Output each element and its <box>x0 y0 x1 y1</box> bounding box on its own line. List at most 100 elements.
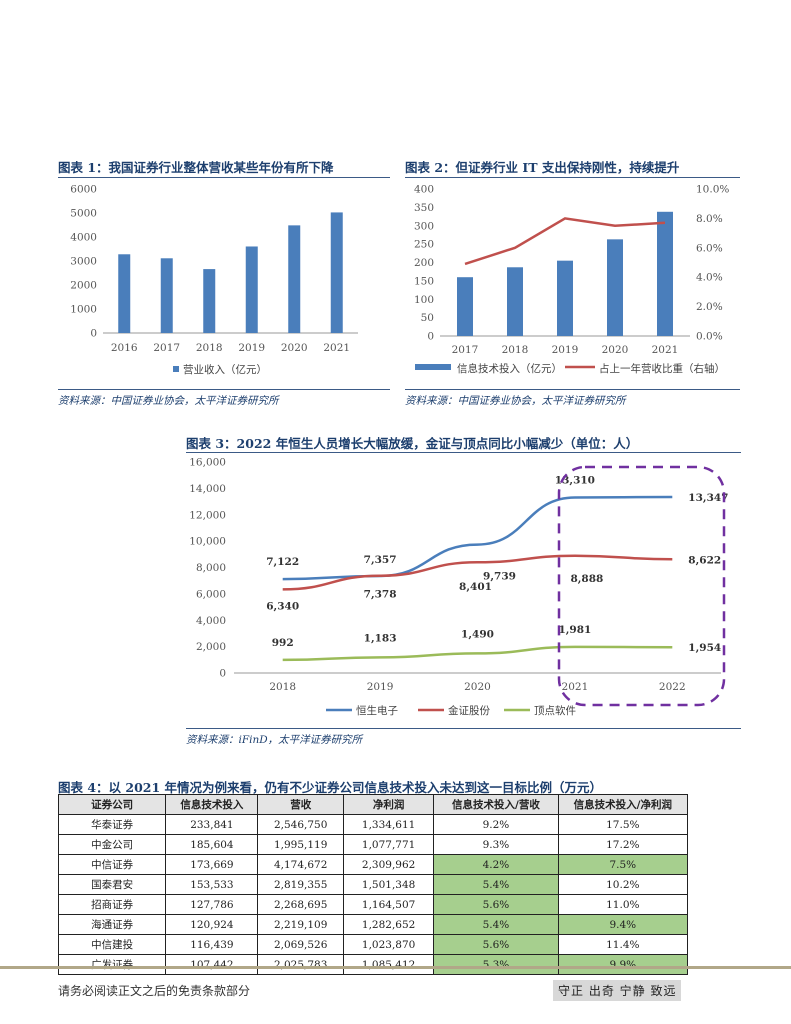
fig1-title: 图表 1：我国证券行业整体营收某些年份有所下降 <box>58 160 334 175</box>
legend-label: 恒生电子 <box>356 704 398 717</box>
y-tick-label: 50 <box>421 312 434 324</box>
x-tick-label: 2020 <box>281 342 308 354</box>
cell-company: 中金公司 <box>57 834 167 855</box>
cell-ratio-profit: 9.4% <box>557 914 689 935</box>
fig3-title: 图表 3：2022 年恒生人员增长大幅放缓，金证与顶点同比小幅减少（单位：人） <box>186 436 639 451</box>
y-tick-label: 0 <box>219 668 226 680</box>
fig1-top-rule <box>58 177 390 178</box>
cell-profit: 1,501,348 <box>342 874 435 895</box>
data-label: 8,622 <box>688 554 721 566</box>
y-tick-label: 6,000 <box>196 588 226 600</box>
cell-ratio-profit: 11.4% <box>557 934 689 955</box>
col-header-it: 信息技术投入 <box>165 794 259 815</box>
cell-ratio-profit: 11.0% <box>557 894 689 915</box>
cell-company: 广发证券 <box>57 954 167 975</box>
fig3-chart: 0 2,000 4,000 6,000 8,000 10,000 12,000 14,000 1… <box>189 457 728 718</box>
fig1-bottom-rule <box>58 389 390 390</box>
y-tick-label: 1000 <box>70 304 97 316</box>
x-tick-label: 2019 <box>238 342 265 354</box>
y-tick-label: 6000 <box>70 184 97 196</box>
y-tick-label: 300 <box>414 220 434 232</box>
fig2-bottom-rule <box>405 389 740 390</box>
bar <box>288 225 301 333</box>
cell-it: 233,841 <box>165 814 259 835</box>
cell-ratio-rev: 9.2% <box>433 814 559 835</box>
bar <box>607 239 623 336</box>
x-tick-label: 2017 <box>452 344 479 356</box>
col-header-ratio-rev: 信息技术投入/营收 <box>433 794 559 815</box>
cell-revenue: 2,219,109 <box>257 914 344 935</box>
data-label: 8,888 <box>570 573 603 585</box>
y-tick-label: 3000 <box>70 256 97 268</box>
fig4-title: 图表 4：以 2021 年情况为例来看，仍有不少证券公司信息技术投入未达到这一目… <box>58 780 603 795</box>
cell-company: 华泰证券 <box>57 814 167 835</box>
y-tick-label: 8,000 <box>196 562 226 574</box>
cell-profit: 1,164,507 <box>342 894 435 915</box>
cell-ratio-rev: 4.2% <box>433 854 559 875</box>
legend-label: 顶点软件 <box>534 704 576 717</box>
cell-it: 107,442 <box>165 954 259 975</box>
data-label: 13,347 <box>688 492 728 504</box>
cell-ratio-rev: 5.6% <box>433 934 559 955</box>
x-tick-label: 2021 <box>562 681 589 693</box>
bar <box>118 254 131 333</box>
fig3-bottom-rule <box>186 728 741 729</box>
fig3-source: 资料来源：iFinD，太平洋证券研究所 <box>186 734 363 746</box>
data-label: 7,357 <box>364 554 397 566</box>
cell-it: 185,604 <box>165 834 259 855</box>
cell-ratio-profit: 9.9% <box>557 954 689 975</box>
cell-revenue: 2,025,783 <box>257 954 344 975</box>
footer-rule <box>0 966 791 969</box>
y-tick-label: 0 <box>427 331 434 343</box>
legend-label: 金证股份 <box>448 704 490 717</box>
cell-profit: 2,309,962 <box>342 854 435 875</box>
y-tick-label: 12,000 <box>189 509 226 521</box>
cell-profit: 1,023,870 <box>342 934 435 955</box>
y-tick-label: 100 <box>414 294 434 306</box>
table-row: 中信建投 116,439 2,069,526 1,023,870 5.6% 11.4% <box>57 934 689 955</box>
cell-revenue: 2,268,695 <box>257 894 344 915</box>
cell-ratio-rev: 5.4% <box>433 874 559 895</box>
y-tick-label: 200 <box>414 257 434 269</box>
fig2-title: 图表 2：但证券行业 IT 支出保持刚性，持续提升 <box>405 160 680 175</box>
y-tick-label: 10,000 <box>189 536 226 548</box>
data-label: 7,378 <box>364 589 397 601</box>
x-tick-label: 2018 <box>502 344 529 356</box>
cell-ratio-rev: 9.3% <box>433 834 559 855</box>
x-tick-label: 2019 <box>367 681 394 693</box>
col-header-revenue: 营收 <box>257 794 344 815</box>
table-row: 华泰证券 233,841 2,546,750 1,334,611 9.2% 17.5% <box>57 814 689 835</box>
table-row: 中信证券 173,669 4,174,672 2,309,962 4.2% 7.5% <box>57 854 689 875</box>
fig1-source: 资料来源：中国证券业协会，太平洋证券研究所 <box>58 395 279 407</box>
y-tick-label: 350 <box>414 202 434 214</box>
cell-company: 国泰君安 <box>57 874 167 895</box>
table-row: 海通证券 120,924 2,219,109 1,282,652 5.4% 9.4% <box>57 914 689 935</box>
cell-profit: 1,282,652 <box>342 914 435 935</box>
x-tick-label: 2017 <box>153 342 180 354</box>
cell-it: 173,669 <box>165 854 259 875</box>
y2-tick-label: 10.0% <box>696 184 729 196</box>
cell-ratio-profit: 17.5% <box>557 814 689 835</box>
fig2-chart: 0 50 100 150 200 250 300 350 400 0.0% 2.0% 4.0% 6.0%… <box>414 184 729 376</box>
line-series <box>282 495 673 581</box>
fig3-top-rule <box>186 452 741 453</box>
bar <box>160 258 173 333</box>
x-tick-label: 2016 <box>111 342 138 354</box>
data-label: 1,183 <box>364 632 397 644</box>
fig1-chart: 0 1000 2000 3000 4000 5000 6000 2016 2017 2018 201… <box>70 184 358 376</box>
table-row: 广发证券 107,442 2,025,783 1,085,412 5.3% 9.9% <box>57 954 689 975</box>
data-label: 1,954 <box>688 642 721 654</box>
y2-tick-label: 0.0% <box>696 331 723 343</box>
x-tick-label: 2021 <box>323 342 350 354</box>
cell-company: 中信证券 <box>57 854 167 875</box>
x-tick-label: 2018 <box>196 342 223 354</box>
cell-revenue: 1,995,119 <box>257 834 344 855</box>
x-tick-label: 2022 <box>659 681 686 693</box>
x-tick-label: 2018 <box>269 681 296 693</box>
fig2-source: 资料来源：中国证券业协会，太平洋证券研究所 <box>405 395 626 407</box>
highlight-box <box>557 465 726 707</box>
cell-ratio-profit: 17.2% <box>557 834 689 855</box>
bar <box>203 269 216 333</box>
cell-company: 海通证券 <box>57 914 167 935</box>
y2-tick-label: 6.0% <box>696 242 723 254</box>
